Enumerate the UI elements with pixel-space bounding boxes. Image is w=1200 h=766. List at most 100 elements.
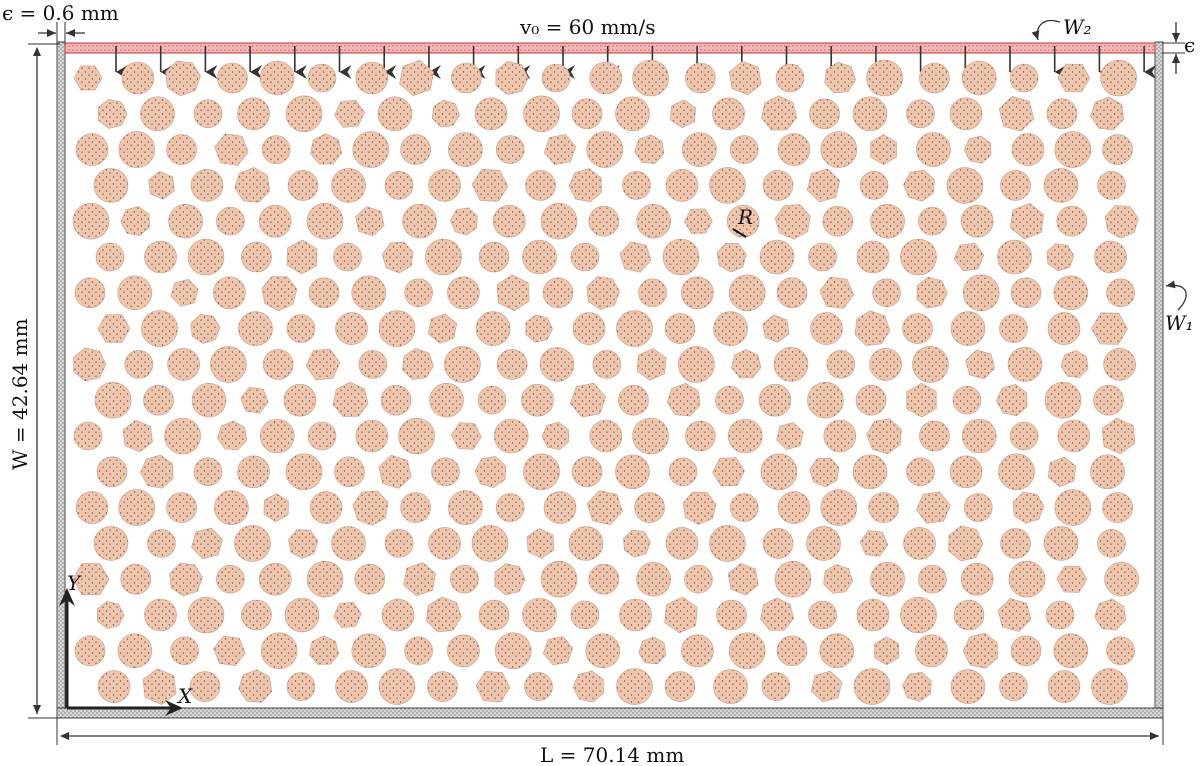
grain xyxy=(242,242,272,272)
grain xyxy=(1010,422,1038,450)
grain xyxy=(149,172,175,200)
grain xyxy=(571,243,599,271)
grain xyxy=(761,454,797,490)
grain xyxy=(589,564,619,594)
grain xyxy=(287,673,315,701)
grain xyxy=(623,530,650,557)
grain xyxy=(714,670,748,704)
grain xyxy=(917,277,948,308)
grain xyxy=(332,168,366,202)
grain xyxy=(192,528,223,559)
grain xyxy=(75,636,105,666)
grain xyxy=(860,171,888,199)
grain xyxy=(998,599,1031,632)
grain xyxy=(540,347,574,381)
grain xyxy=(496,136,524,164)
grain xyxy=(264,494,289,522)
grain xyxy=(665,597,698,633)
grain xyxy=(307,561,343,597)
grain xyxy=(242,600,272,630)
grain xyxy=(311,134,342,165)
grain xyxy=(904,527,936,559)
grain xyxy=(307,203,343,239)
grain xyxy=(167,493,197,523)
w1-label: W₁ xyxy=(1165,311,1194,335)
grain xyxy=(918,565,946,593)
grain xyxy=(962,61,996,95)
grain xyxy=(171,637,199,665)
grain xyxy=(96,243,124,271)
grain xyxy=(356,207,385,236)
grain xyxy=(284,384,316,416)
grain xyxy=(382,599,414,631)
grain xyxy=(871,562,905,596)
grain xyxy=(526,170,556,200)
grain xyxy=(332,526,366,560)
grain xyxy=(432,458,460,486)
grain xyxy=(542,64,570,92)
grain xyxy=(94,526,128,560)
grain xyxy=(430,383,464,417)
x-axis-label: X xyxy=(176,684,193,708)
grain xyxy=(1048,313,1080,345)
grain xyxy=(74,66,102,90)
grain xyxy=(587,491,622,525)
grain xyxy=(497,349,527,379)
grain xyxy=(762,673,790,701)
grain xyxy=(432,100,459,127)
grain xyxy=(1046,601,1074,629)
grain xyxy=(1095,241,1127,273)
grain xyxy=(288,170,318,200)
grain xyxy=(593,350,621,378)
grain xyxy=(450,208,477,235)
grain xyxy=(1091,455,1125,489)
grain xyxy=(188,239,224,275)
grain xyxy=(118,276,152,310)
grain xyxy=(635,493,665,523)
grain xyxy=(95,382,131,418)
grain xyxy=(714,312,748,346)
grain xyxy=(143,669,176,705)
grain xyxy=(379,669,415,705)
grain xyxy=(762,96,797,130)
grain xyxy=(476,671,510,701)
velocity-label: v₀ = 60 mm/s xyxy=(519,15,656,39)
grain xyxy=(730,494,758,522)
grain xyxy=(811,313,843,345)
grain xyxy=(523,240,557,274)
grain xyxy=(1048,457,1076,487)
grain xyxy=(809,601,837,629)
grain xyxy=(807,169,840,202)
grain xyxy=(1098,529,1126,557)
grain xyxy=(1055,490,1091,526)
grain xyxy=(966,350,995,379)
grain xyxy=(75,278,105,308)
grain xyxy=(451,63,481,93)
grain xyxy=(729,633,765,669)
grain xyxy=(287,240,317,274)
grain xyxy=(542,422,569,449)
grain xyxy=(167,135,197,165)
grain xyxy=(1095,599,1126,630)
grain xyxy=(496,494,524,522)
grain xyxy=(524,96,560,132)
grain xyxy=(853,455,887,489)
grain xyxy=(310,492,342,524)
grain xyxy=(121,564,151,594)
grain xyxy=(74,348,106,381)
grain xyxy=(682,133,716,167)
grain xyxy=(823,206,853,236)
grain xyxy=(730,136,758,164)
epsilon-dimension-top-left: ϵ = 0.6 mm xyxy=(2,1,119,46)
grain xyxy=(570,383,605,417)
epsilon-label: ϵ = 0.6 mm xyxy=(2,1,119,25)
grain xyxy=(587,277,620,310)
grain xyxy=(495,564,526,595)
grain xyxy=(478,386,506,414)
grain xyxy=(590,420,622,452)
grain xyxy=(259,205,291,237)
grain xyxy=(824,564,853,593)
grain xyxy=(998,240,1032,274)
grain xyxy=(1058,420,1090,452)
